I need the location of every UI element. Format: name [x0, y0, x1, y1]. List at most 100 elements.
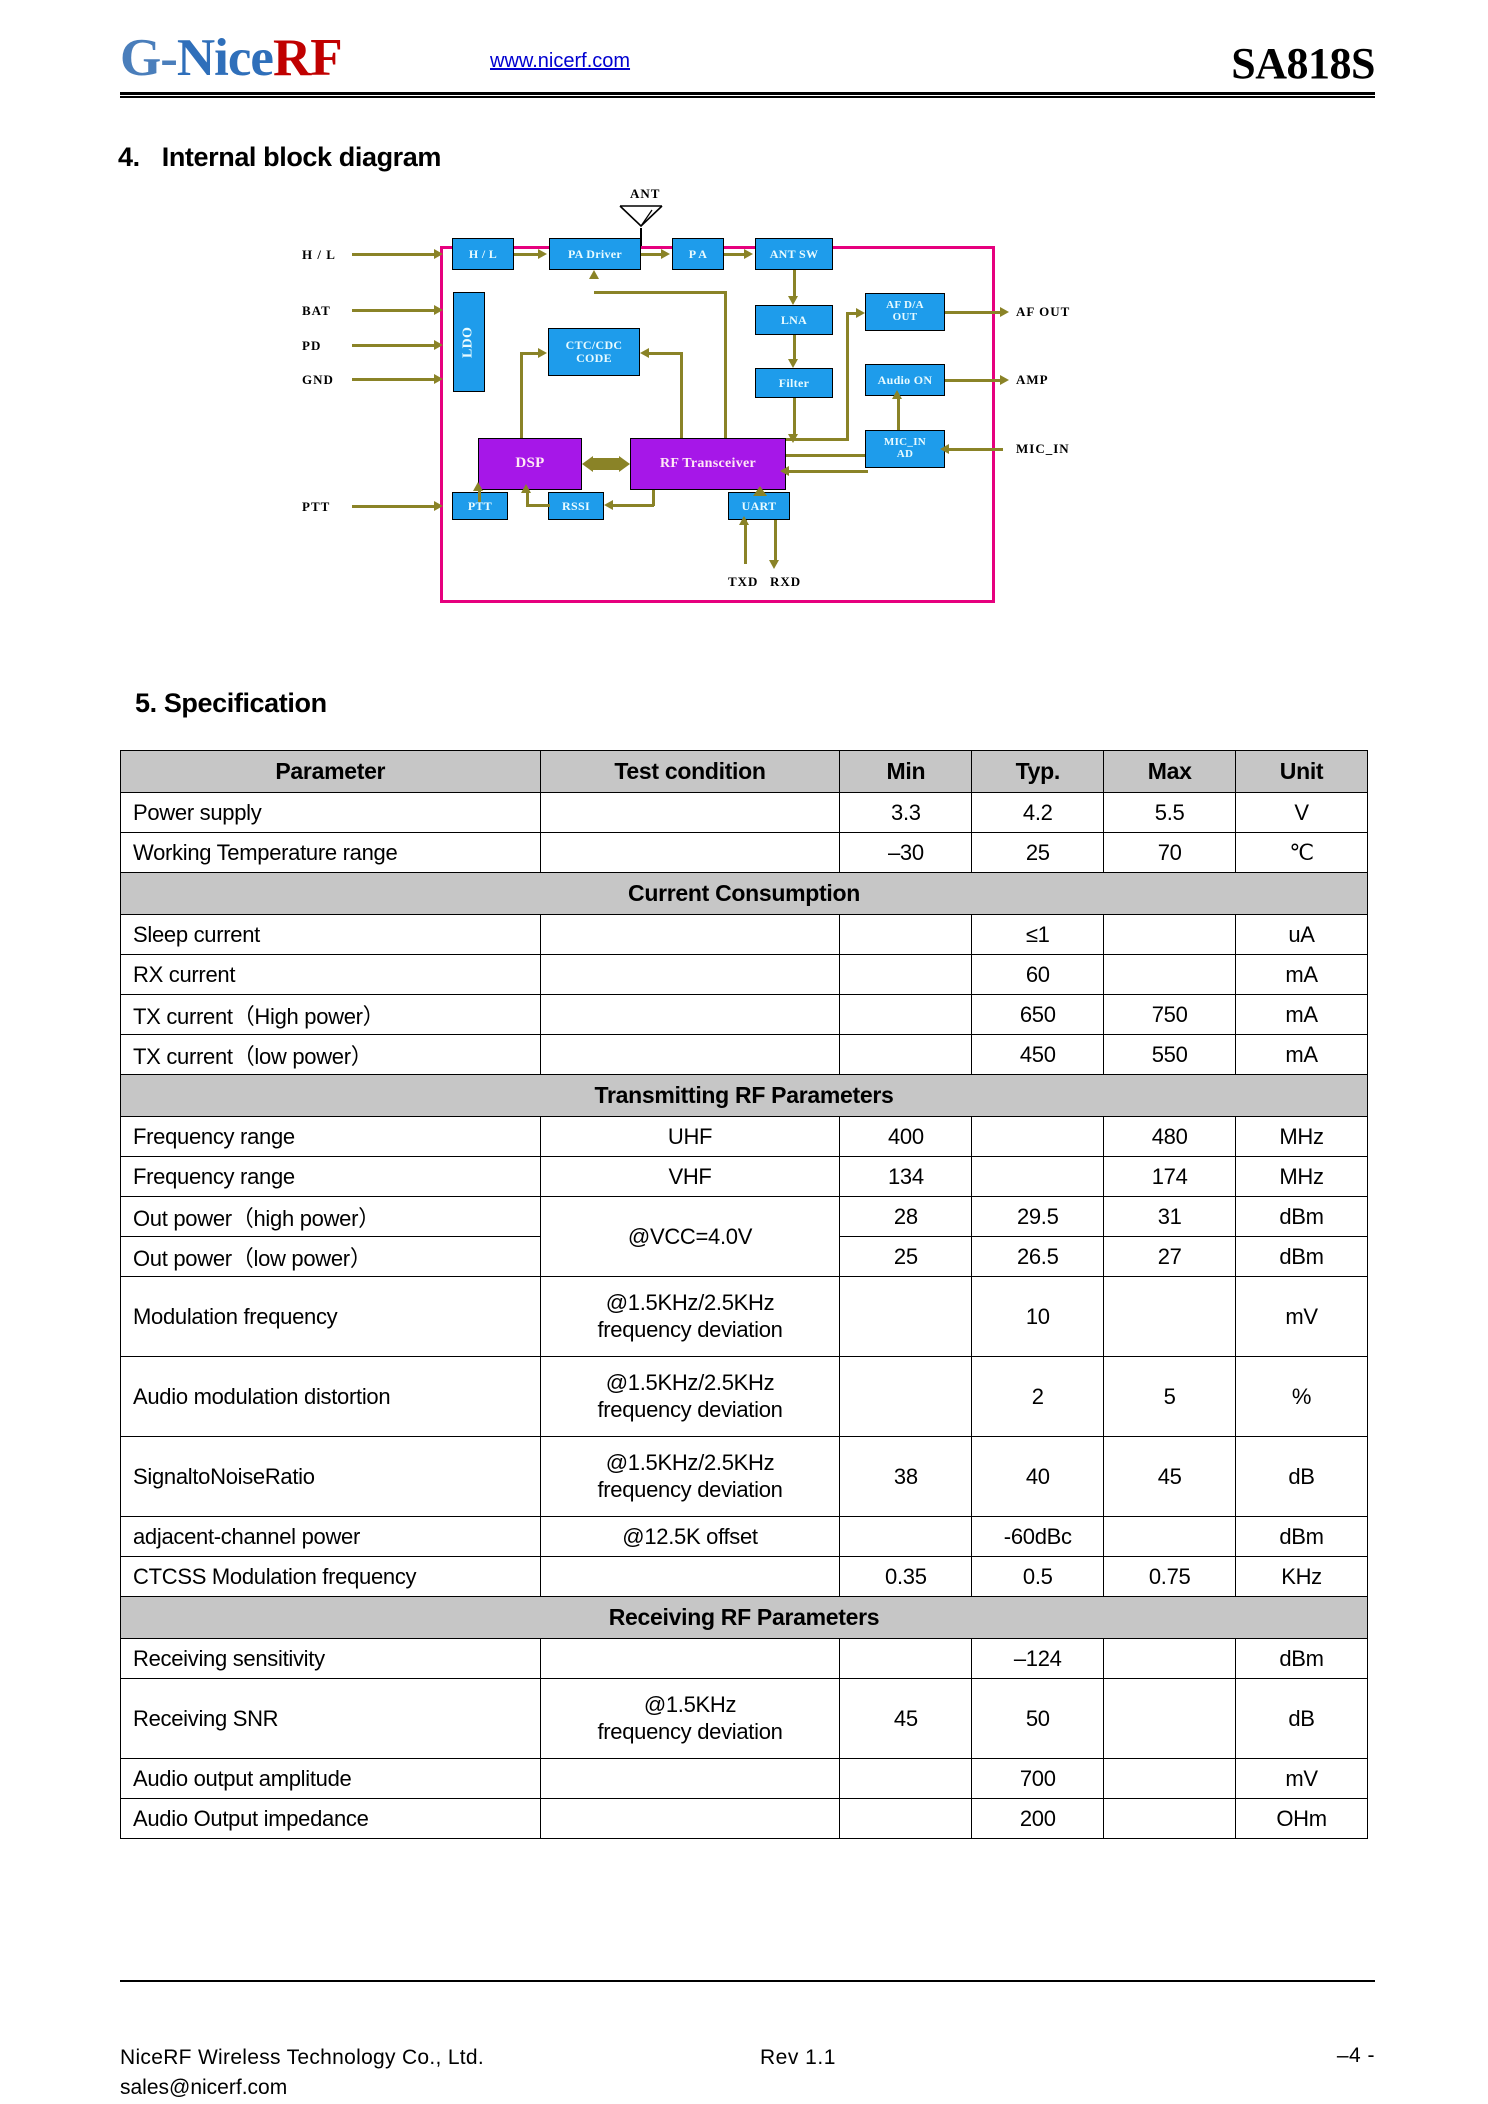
cell-test-condition	[539, 994, 841, 1035]
cell-max: 750	[1103, 994, 1237, 1035]
table-row: Working Temperature range –30 25 70 ℃	[120, 832, 1368, 873]
cell-test-condition	[539, 1556, 841, 1597]
table-row: Frequency range UHF 400 480 MHz	[120, 1116, 1368, 1157]
table-row: Audio modulation distortion @1.5KHz/2.5KH…	[120, 1356, 1368, 1437]
cell-unit: OHm	[1235, 1798, 1368, 1839]
block-filter: Filter	[755, 368, 833, 398]
cell-parameter: Modulation frequency	[120, 1276, 541, 1357]
table-row: Out power（high power） @VCC=4.0V 28 29.5 31 dB…	[120, 1196, 1368, 1277]
cell-test-line2: frequency deviation	[597, 1718, 783, 1744]
arrow-afda-in	[856, 308, 865, 318]
wire-rftrx-rssi-h	[612, 504, 654, 507]
pin-label-gnd: GND	[302, 372, 334, 387]
pin-label-amp: AMP	[1016, 372, 1049, 387]
cell-min	[839, 1798, 973, 1839]
cell-unit: V	[1235, 792, 1368, 833]
wire-uart-rxd	[774, 520, 777, 564]
wire-rssi-dsp-h	[526, 504, 550, 507]
cell-unit: ℃	[1235, 832, 1368, 873]
cell-min: 3.3	[839, 792, 973, 833]
cell-max: 31	[1103, 1196, 1237, 1237]
table-row: Power supply 3.3 4.2 5.5 V	[120, 792, 1368, 833]
col-header-min: Min	[839, 750, 973, 793]
cell-test-condition: VHF	[539, 1156, 841, 1197]
logo-text-nice: Nice	[176, 29, 274, 87]
arrow-pa-antsw	[744, 249, 753, 259]
wire-hl-in	[352, 253, 434, 256]
cell-min	[839, 1034, 973, 1075]
arrow-afda-afout	[1000, 307, 1009, 317]
cell-typ: 25	[971, 832, 1105, 873]
cell-unit: dB	[1235, 1678, 1368, 1759]
wire-rftrx-ctccdc-h	[648, 352, 682, 355]
wire-rftrx-afda-h	[786, 438, 848, 441]
arrow-rssi-dsp	[521, 484, 531, 493]
wire-rftrx-audioon-v	[897, 398, 900, 456]
cell-typ: -60dBc	[971, 1516, 1105, 1557]
cell-typ: 450	[971, 1034, 1105, 1075]
table-section-row: Current Consumption	[120, 872, 1368, 915]
cell-test-condition	[539, 1034, 841, 1075]
cell-min: 28	[839, 1196, 973, 1237]
cell-min: 0.35	[839, 1556, 973, 1597]
wire-rssi-dsp-v	[526, 492, 529, 506]
company-logo: G-NiceRF	[120, 28, 343, 88]
cell-max	[1103, 1276, 1237, 1357]
wire-rftrx-ctccdc-v	[680, 352, 683, 440]
block-dsp: DSP	[478, 438, 582, 490]
cell-unit: uA	[1235, 914, 1368, 955]
cell-unit: mV	[1235, 1758, 1368, 1799]
logo-letter-g: G	[120, 29, 161, 87]
cell-typ: 200	[971, 1798, 1105, 1839]
block-af-da-out: AF D/A OUT	[865, 293, 945, 331]
cell-parameter: Out power（high power）	[120, 1196, 541, 1237]
cell-parameter: SignaltoNoiseRatio	[120, 1436, 541, 1517]
col-header-test-condition: Test condition	[539, 750, 841, 793]
cell-typ: 4.2	[971, 792, 1105, 833]
footer-revision: Rev 1.1	[760, 2046, 836, 2069]
logo-dash: -	[160, 29, 178, 87]
arrow-uart-rxd	[769, 560, 779, 569]
cell-min: 25	[839, 1236, 973, 1277]
cell-max	[1103, 1516, 1237, 1557]
cell-max: 45	[1103, 1436, 1237, 1517]
arrow-rftrx-rssi	[604, 500, 613, 510]
cell-test-condition	[539, 914, 841, 955]
table-row: Sleep current ≤1 uA	[120, 914, 1368, 955]
wire-afda-in	[846, 312, 858, 315]
wire-audioon-amp	[945, 379, 1003, 382]
wire-bat-in	[352, 309, 434, 312]
cell-typ: 0.5	[971, 1556, 1105, 1597]
cell-typ: 50	[971, 1678, 1105, 1759]
cell-test-line2: frequency deviation	[597, 1316, 783, 1342]
cell-test-line1: @1.5KHz/2.5KHz	[605, 1369, 775, 1395]
cell-parameter: Out power（low power）	[120, 1236, 541, 1277]
cell-max	[1103, 1758, 1237, 1799]
cell-test-condition: @1.5KHz/2.5KHz frequency deviation	[539, 1356, 841, 1437]
specification-table: Parameter Test condition Min Typ. Max Un…	[120, 750, 1368, 1839]
website-link[interactable]: www.nicerf.com	[490, 50, 631, 72]
arrow-hl-in	[434, 249, 443, 259]
block-rf-transceiver: RF Transceiver	[630, 438, 786, 490]
cell-max	[1103, 1678, 1237, 1759]
table-row: RX current 60 mA	[120, 954, 1368, 995]
arrow-antsw-lna	[788, 296, 798, 305]
footer-email[interactable]: sales@nicerf.com	[120, 2076, 288, 2099]
cell-max: 174	[1103, 1156, 1237, 1197]
block-uart: UART	[728, 492, 790, 520]
cell-typ: 2	[971, 1356, 1105, 1437]
wire-rftrx-padriver-v	[724, 291, 727, 441]
arrow-padriver-pa	[661, 249, 670, 259]
cell-parameter: RX current	[120, 954, 541, 995]
cell-parameter: Power supply	[120, 792, 541, 833]
block-mic-in-line1: MIC_IN	[883, 436, 927, 449]
cell-parameter: Sleep current	[120, 914, 541, 955]
pin-label-af-out: AF OUT	[1016, 304, 1071, 319]
cell-max: 5	[1103, 1356, 1237, 1437]
block-ctc-cdc-code: CTC/CDC CODE	[548, 328, 640, 376]
wire-hl-padriver	[514, 253, 540, 256]
arrow-ptt-dsp	[473, 482, 483, 491]
cell-max: 480	[1103, 1116, 1237, 1157]
cell-test-line2: frequency deviation	[597, 1396, 783, 1422]
cell-test-condition: @VCC=4.0V	[539, 1196, 841, 1277]
